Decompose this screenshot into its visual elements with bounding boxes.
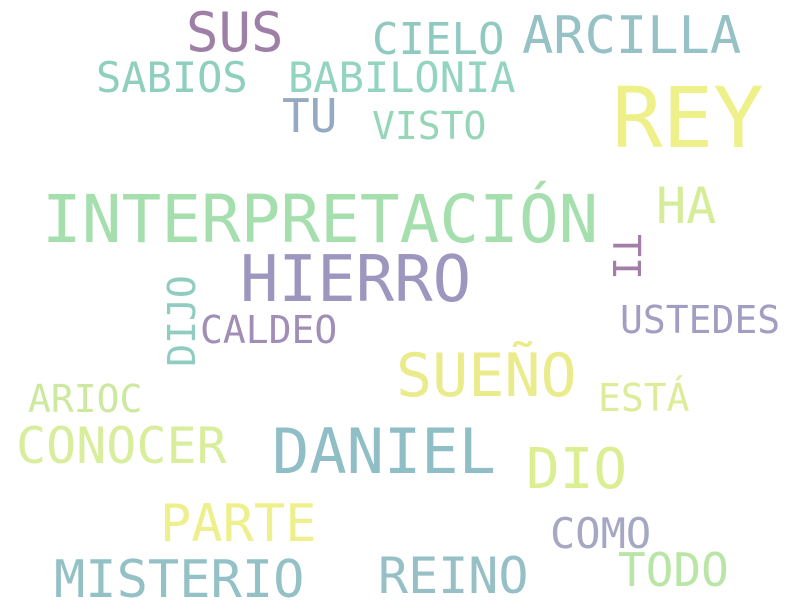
word-todo: TODO [618, 543, 729, 597]
word-daniel: DANIEL [272, 415, 496, 488]
word-dijo: DIJO [160, 275, 204, 367]
word-como: COMO [550, 509, 652, 558]
word-parte: PARTE [160, 494, 317, 554]
word-rey: REY [612, 69, 764, 167]
word-babilonia: BABILONIA [288, 53, 516, 102]
word-ustedes: USTEDES [620, 298, 781, 342]
word-caldeo: CALDEO [200, 308, 338, 352]
word-ti: TI [604, 234, 648, 280]
word-misterio: MISTERIO [54, 550, 305, 610]
word-hierro: HIERRO [240, 243, 472, 317]
word-ha: HA [656, 177, 717, 235]
word-cielo: CIELO [372, 14, 505, 65]
word-conocer: CONOCER [16, 417, 227, 475]
word-interpretacion: INTERPRETACIÓN [42, 181, 599, 258]
word-sueno: SUEÑO [396, 341, 577, 411]
word-reino: REINO [378, 547, 529, 605]
word-dio: DIO [526, 437, 628, 502]
word-tu: TU [282, 89, 338, 143]
word-sus: SUS [186, 1, 284, 64]
word-sabios: SABIOS [96, 53, 248, 102]
word-visto: VISTO [372, 104, 487, 148]
word-arioc: ARIOC [28, 377, 143, 421]
word-esta: ESTÁ [598, 376, 690, 420]
word-arcilla: ARCILLA [522, 6, 742, 66]
